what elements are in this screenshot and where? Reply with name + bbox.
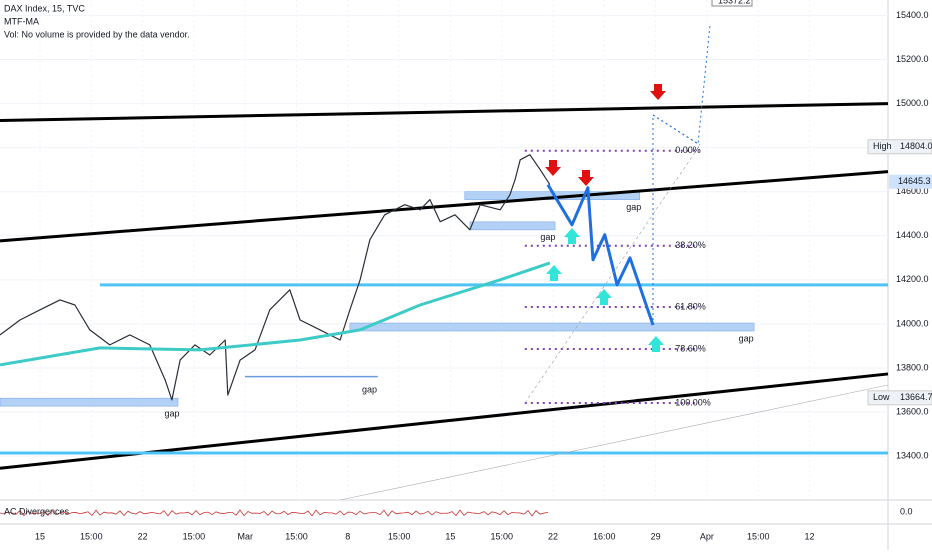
gap-label: gap: [540, 232, 555, 242]
dotted-path: [652, 24, 711, 325]
last-price-badge: [889, 174, 932, 189]
x-tick-label: Apr: [700, 531, 714, 541]
x-tick-label: 15:00: [285, 531, 308, 541]
x-tick-label: 15: [35, 531, 45, 541]
sell-arrows: [545, 84, 666, 186]
fib-diagonal: [524, 144, 701, 404]
y-tick-label: 15000.0: [896, 98, 929, 108]
gap-zone: [244, 375, 378, 378]
x-tick-label: 29: [651, 531, 661, 541]
trendline: [0, 102, 889, 123]
pane-value: 0.0: [900, 506, 913, 516]
series-line: [546, 183, 655, 326]
x-tick-label: 22: [138, 531, 148, 541]
buy-arrows: [546, 228, 664, 352]
indicator-label: MTF-MA: [4, 16, 39, 26]
x-tick-label: 15:00: [80, 531, 103, 541]
x-tick-label: 8: [345, 531, 350, 541]
x-tick-label: 15:00: [388, 531, 411, 541]
target-badge: [711, 0, 753, 7]
marker-badge: [867, 139, 932, 155]
x-tick-label: 12: [805, 531, 815, 541]
fib-label: 0.00%: [675, 145, 701, 155]
indicator-line: [0, 509, 549, 517]
fib-label: 78.60%: [675, 343, 706, 353]
last-price-label: 14645.3: [898, 176, 931, 186]
marker-label: Low: [873, 392, 890, 402]
marker-label: High: [873, 141, 892, 151]
fib-label: 38.20%: [675, 240, 706, 250]
y-tick-label: 15400.0: [896, 10, 929, 20]
diagonal: [339, 384, 889, 501]
gap-zone: [349, 322, 755, 332]
x-tick-label: Mar: [237, 531, 253, 541]
y-tick-label: 13600.0: [896, 406, 929, 416]
y-tick-label: 13800.0: [896, 362, 929, 372]
pane-label: AC Divergences: [4, 506, 70, 516]
fib-label: 100.00%: [675, 397, 711, 407]
trendline: [0, 170, 889, 243]
marker-badge: [867, 390, 932, 406]
target-label: 15372.2: [718, 0, 751, 5]
marker-value: 13664.7: [900, 392, 932, 402]
gap-label: gap: [626, 202, 641, 212]
gap-zone: [0, 397, 179, 407]
x-tick-label: 15:00: [490, 531, 513, 541]
chart-title: DAX Index, 15, TVC: [4, 3, 85, 13]
y-tick-label: 14000.0: [896, 318, 929, 328]
series-line: [0, 261, 551, 367]
y-tick-label: 15200.0: [896, 54, 929, 64]
volume-note: Vol: No volume is provided by the data v…: [4, 29, 190, 39]
marker-value: 14804.0: [900, 141, 932, 151]
y-tick-label: 14200.0: [896, 274, 929, 284]
x-tick-label: 16:00: [593, 531, 616, 541]
x-tick-label: 15: [445, 531, 455, 541]
series-line: [0, 154, 551, 401]
fib-label: 61.80%: [675, 301, 706, 311]
gap-label: gap: [164, 409, 179, 419]
y-tick-label: 14600.0: [896, 186, 929, 196]
y-tick-label: 13400.0: [896, 451, 929, 461]
x-tick-label: 15:00: [183, 531, 206, 541]
gap-label: gap: [739, 333, 754, 343]
gap-label: gap: [362, 384, 377, 394]
gap-zone: [469, 221, 556, 231]
y-tick-label: 14400.0: [896, 230, 929, 240]
x-tick-label: 15:00: [747, 531, 770, 541]
x-tick-label: 22: [548, 531, 558, 541]
